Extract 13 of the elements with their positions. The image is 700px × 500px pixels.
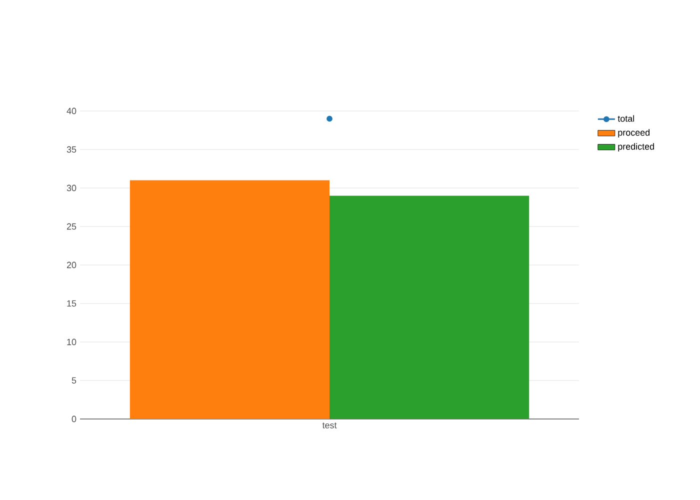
y-tick-label: 25 [66,223,76,230]
y-tick-label: 0 [72,416,76,422]
legend-label: total [618,115,634,122]
y-tick-label: 20 [66,262,76,268]
legend-label: predicted [618,143,654,152]
y-tick-label: 40 [66,108,76,114]
y-tick-label: 10 [67,338,76,346]
x-tick-label: test [322,422,337,428]
y-tick-label: 5 [72,377,76,384]
legend-label: proceed [618,129,650,138]
y-tick-label: 15 [67,300,76,307]
y-tick-label: 35 [66,146,76,153]
y-tick-label: 30 [66,184,76,192]
